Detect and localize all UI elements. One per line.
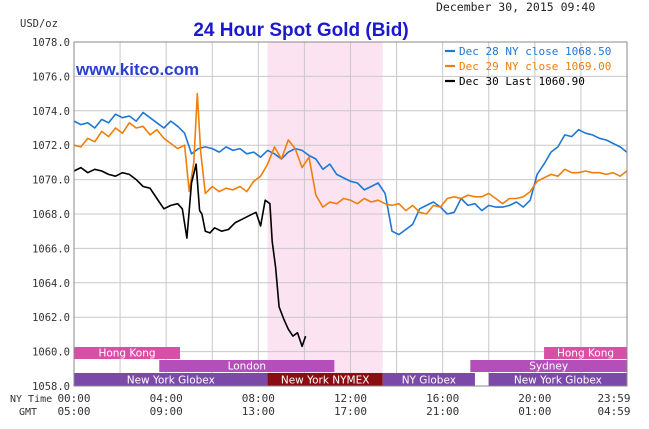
x-tick-ny: 23:59 (597, 392, 630, 405)
x-tick-gmt: 09:00 (150, 405, 183, 418)
session-bars: Hong Kong Hong Kong London Sydney New York G… (74, 347, 627, 387)
session-bar (470, 360, 627, 372)
x-tick-gmt: 01:00 (518, 405, 551, 418)
session-label: New York NYMEX (281, 375, 370, 387)
legend: Dec 28 NY close 1068.50 Dec 29 NY close 1… (445, 45, 611, 88)
x-tick-ny: 20:00 (518, 392, 551, 405)
grid (73, 41, 628, 387)
x-tick-gmt: 13:00 (242, 405, 275, 418)
y-tick-label: 1064.0 (32, 278, 70, 290)
y-axis-ticks: 1058.0 1060.0 1062.0 1064.0 1066.0 1068.0 1070… (32, 37, 70, 393)
y-tick-label: 1078.0 (32, 37, 70, 49)
series-lines (73, 92, 628, 348)
y-tick-label: 1058.0 (32, 381, 70, 393)
session-label: New York Globex (127, 375, 215, 387)
y-tick-label: 1066.0 (32, 243, 70, 255)
chart-title: 24 Hour Spot Gold (Bid) (193, 20, 408, 41)
brand-text: www.kitco.com (75, 60, 199, 79)
session-label: Sydney (529, 361, 568, 373)
x-tick-gmt: 05:00 (57, 405, 90, 418)
gmt-row-label: GMT (19, 407, 37, 418)
session-bar (488, 373, 627, 386)
session-label: Hong Kong (98, 348, 155, 360)
session-bar (544, 347, 627, 359)
session-label: London (228, 361, 267, 373)
x-tick-ny: 08:00 (242, 392, 275, 405)
chart-datetime: December 30, 2015 09:40 (436, 0, 595, 14)
session-bar (159, 360, 335, 372)
ny-time-row-label: NY Time (10, 394, 52, 405)
y-tick-label: 1062.0 (32, 312, 70, 324)
series-line-0 (73, 111, 628, 236)
x-tick-ny: 04:00 (150, 392, 183, 405)
plot-frame (73, 41, 628, 387)
x-tick-ny: 12:00 (334, 392, 367, 405)
y-tick-label: 1074.0 (32, 106, 70, 118)
legend-entry: Dec 30 Last 1060.90 (459, 75, 585, 88)
unit-label: USD/oz (20, 18, 58, 30)
legend-entry: Dec 28 NY close 1068.50 (459, 45, 611, 58)
y-tick-label: 1070.0 (32, 175, 70, 187)
x-tick-ny: 16:00 (426, 392, 459, 405)
series-line-2 (73, 163, 307, 348)
x-tick-gmt: 21:00 (426, 405, 459, 418)
session-label: NY Globex (402, 375, 456, 387)
session-label: Hong Kong (557, 348, 614, 360)
x-tick-gmt: 04:59 (597, 405, 630, 418)
y-tick-label: 1072.0 (32, 140, 70, 152)
session-label: New York Globex (514, 375, 602, 387)
session-bar (382, 373, 475, 386)
series-line-1 (73, 92, 628, 215)
x-tick-ny: 00:00 (57, 392, 90, 405)
session-bar (267, 373, 383, 386)
x-tick-gmt: 17:00 (334, 405, 367, 418)
y-tick-label: 1060.0 (32, 347, 70, 359)
legend-entry: Dec 29 NY close 1069.00 (459, 60, 611, 73)
y-tick-label: 1068.0 (32, 209, 70, 221)
y-tick-label: 1076.0 (32, 71, 70, 83)
session-bar (74, 347, 180, 359)
session-bar (74, 373, 268, 386)
